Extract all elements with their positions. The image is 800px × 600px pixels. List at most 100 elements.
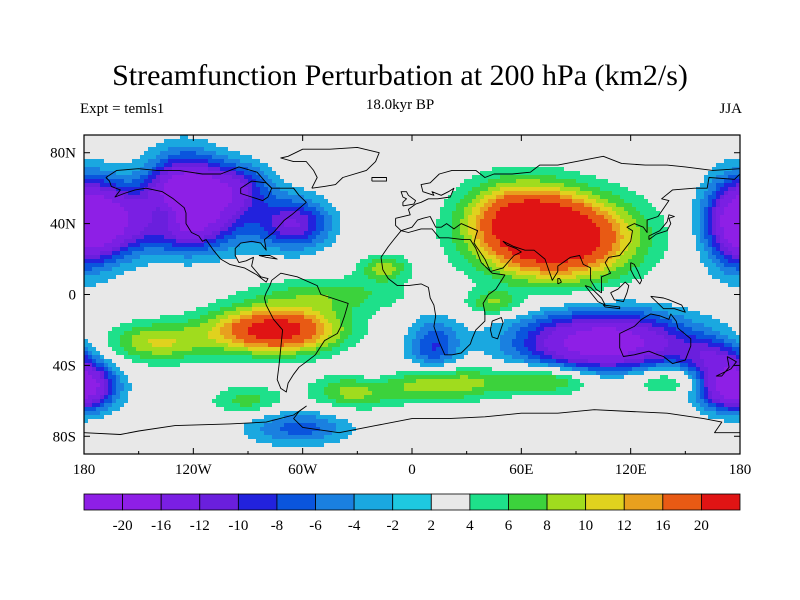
field-cell [220, 251, 225, 256]
field-cell [652, 155, 657, 160]
field-cell [428, 171, 433, 176]
field-cell [276, 183, 281, 188]
field-cell [148, 183, 153, 188]
field-cell [416, 231, 421, 236]
field-cell [400, 175, 405, 180]
field-cell [532, 231, 537, 236]
field-cell [724, 223, 729, 228]
field-cell [112, 155, 117, 160]
field-cell [420, 223, 425, 228]
field-cell [592, 239, 597, 244]
field-cell [572, 231, 577, 236]
field-cell [236, 199, 241, 204]
field-cell [684, 235, 689, 240]
field-cell [348, 239, 353, 244]
field-cell [280, 187, 285, 192]
field-cell [728, 187, 733, 192]
field-cell [128, 223, 133, 228]
field-cell [648, 147, 653, 152]
field-cell [392, 207, 397, 212]
field-cell [376, 183, 381, 188]
field-cell [420, 231, 425, 236]
field-cell [536, 235, 541, 240]
field-cell [348, 159, 353, 164]
field-cell [196, 167, 201, 172]
field-cell [152, 195, 157, 200]
field-cell [276, 163, 281, 168]
field-cell [516, 143, 521, 148]
field-cell [232, 247, 237, 252]
field-cell [624, 219, 629, 224]
field-cell [416, 207, 421, 212]
field-cell [468, 211, 473, 216]
field-cell [100, 243, 105, 248]
field-cell [288, 187, 293, 192]
field-cell [712, 183, 717, 188]
field-cell [312, 219, 317, 224]
field-cell [120, 175, 125, 180]
field-cell [612, 151, 617, 156]
field-cell [276, 191, 281, 196]
field-cell [100, 223, 105, 228]
field-cell [316, 159, 321, 164]
field-cell [628, 171, 633, 176]
field-cell [96, 143, 101, 148]
field-cell [140, 159, 145, 164]
field-cell [160, 171, 165, 176]
field-cell [704, 171, 709, 176]
field-cell [524, 151, 529, 156]
field-cell [284, 151, 289, 156]
field-cell [336, 195, 341, 200]
field-cell [108, 219, 113, 224]
field-cell [400, 135, 405, 140]
field-cell [252, 255, 257, 260]
field-cell [432, 231, 437, 236]
field-cell [616, 199, 621, 204]
field-cell [84, 227, 89, 232]
field-cell [124, 219, 129, 224]
field-cell [276, 203, 281, 208]
field-cell [104, 179, 109, 184]
field-cell [524, 183, 529, 188]
field-cell [728, 159, 733, 164]
field-cell [616, 179, 621, 184]
field-cell [576, 247, 581, 252]
field-cell [564, 251, 569, 256]
field-cell [604, 207, 609, 212]
field-cell [140, 243, 145, 248]
field-cell [576, 139, 581, 144]
field-cell [160, 239, 165, 244]
field-cell [660, 143, 665, 148]
field-cell [332, 215, 337, 220]
field-cell [660, 231, 665, 236]
field-cell [304, 139, 309, 144]
field-cell [500, 191, 505, 196]
field-cell [632, 243, 637, 248]
field-cell [480, 135, 485, 140]
field-cell [636, 155, 641, 160]
field-cell [272, 191, 277, 196]
field-cell [732, 147, 737, 152]
field-cell [636, 207, 641, 212]
field-cell [196, 183, 201, 188]
field-cell [496, 247, 501, 252]
field-cell [704, 163, 709, 168]
field-cell [488, 247, 493, 252]
field-cell [624, 159, 629, 164]
field-cell [696, 231, 701, 236]
field-cell [272, 215, 277, 220]
field-cell [404, 147, 409, 152]
field-cell [156, 151, 161, 156]
field-cell [476, 223, 481, 228]
field-cell [592, 223, 597, 228]
field-cell [704, 175, 709, 180]
field-cell [288, 143, 293, 148]
field-cell [168, 139, 173, 144]
field-cell [704, 147, 709, 152]
field-cell [216, 147, 221, 152]
field-cell [496, 147, 501, 152]
field-cell [136, 171, 141, 176]
field-cell [112, 143, 117, 148]
field-cell [348, 139, 353, 144]
field-cell [288, 247, 293, 252]
